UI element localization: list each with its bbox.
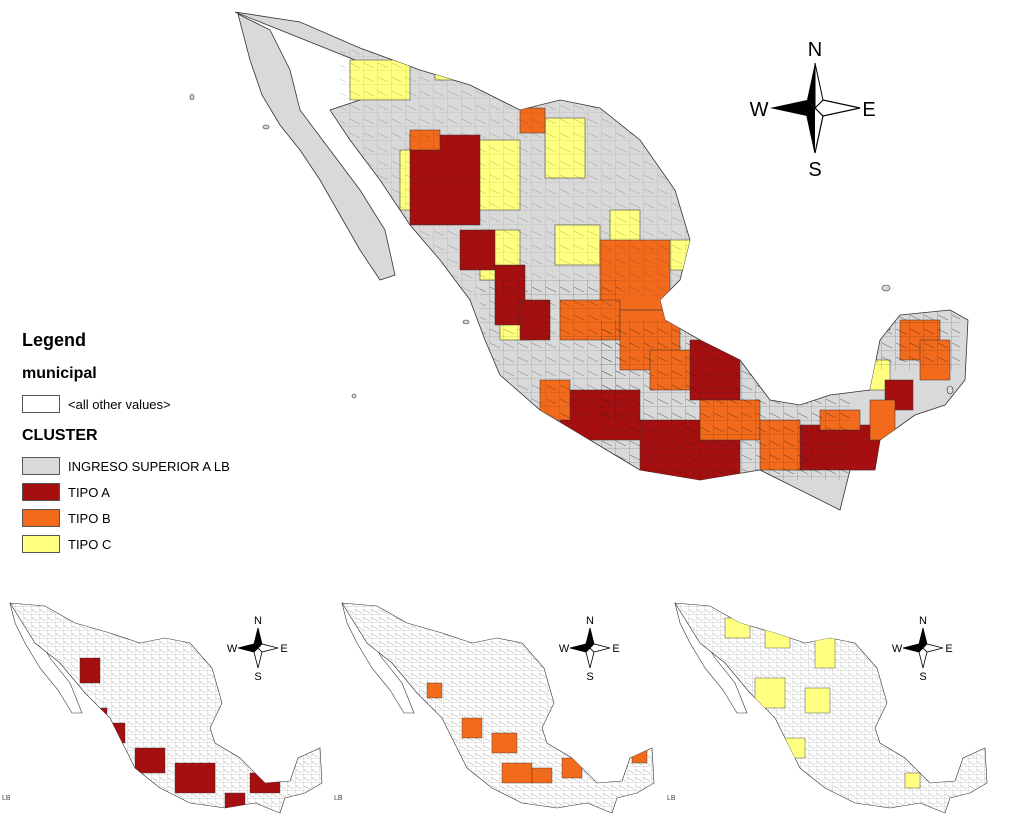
cluster-patch: [461, 717, 483, 739]
legend-layer-name: municipal: [22, 365, 97, 382]
legend: Legend municipal <all other values> CLUS…: [22, 330, 342, 557]
corner-label: LB: [667, 795, 676, 802]
cluster-patch: [754, 677, 786, 709]
cluster-patch: [91, 707, 108, 729]
islands: [189, 93, 954, 399]
corner-label: LB: [334, 795, 343, 802]
legend-swatch: [22, 509, 60, 527]
compass-n: N: [808, 39, 822, 61]
compass-n: N: [254, 615, 262, 627]
legend-label: TIPO A: [68, 484, 110, 500]
compass-e: E: [862, 99, 875, 121]
legend-label: TIPO C: [68, 536, 112, 552]
cluster-patch: [904, 772, 921, 789]
compass-w: W: [559, 643, 570, 655]
legend-swatch: [22, 457, 60, 475]
cluster-patch: [134, 747, 166, 774]
compass-n: N: [919, 615, 927, 627]
small-map-1: N S E W LB: [2, 602, 323, 814]
legend-label-other: <all other values>: [68, 396, 171, 412]
compass-w: W: [750, 99, 769, 121]
legend-swatch-other: [22, 395, 60, 413]
cluster-patch: [174, 762, 216, 794]
legend-swatch: [22, 535, 60, 553]
small-map-3: N S E W LB: [667, 602, 988, 814]
cluster-patch: [501, 762, 533, 784]
compass-n: N: [586, 615, 594, 627]
cluster-patch: [631, 747, 648, 764]
legend-title: Legend: [22, 330, 87, 350]
compass-e: E: [945, 643, 952, 655]
compass-rose: N S E W: [227, 615, 288, 683]
compass-w: W: [892, 643, 903, 655]
cluster-patch: [784, 737, 806, 759]
compass-s: S: [808, 159, 821, 181]
legend-swatch: [22, 483, 60, 501]
cluster-patch: [249, 772, 281, 794]
legend-row-3: TIPO C: [22, 531, 342, 557]
legend-label: TIPO B: [68, 510, 111, 526]
cluster-patch: [79, 657, 101, 684]
small-map-2: N S E W LB: [334, 602, 655, 814]
compass-s: S: [586, 671, 593, 683]
compass-rose: N S E W: [750, 39, 876, 181]
cluster-patch: [531, 767, 553, 784]
compass-s: S: [254, 671, 261, 683]
cluster-patch: [109, 722, 126, 744]
cluster-patch: [724, 617, 751, 639]
legend-row-other: <all other values>: [22, 391, 342, 417]
compass-s: S: [919, 671, 926, 683]
baja-peninsula: [237, 13, 396, 281]
compass-w: W: [227, 643, 238, 655]
corner-label: LB: [2, 795, 11, 802]
cluster-patch: [804, 687, 831, 714]
legend-row-2: TIPO B: [22, 505, 342, 531]
compass-e: E: [280, 643, 287, 655]
main-map: N S E W: [189, 11, 969, 511]
legend-row-1: TIPO A: [22, 479, 342, 505]
compass-e: E: [612, 643, 619, 655]
compass-rose: N S E W: [892, 615, 953, 683]
cluster-patch: [491, 732, 518, 754]
cluster-patch: [426, 682, 443, 699]
legend-cluster-title: CLUSTER: [22, 427, 98, 444]
mainland-municipalities: [234, 11, 969, 511]
cluster-patch: [561, 757, 583, 779]
cluster-patch: [814, 637, 836, 669]
legend-row-0: INGRESO SUPERIOR A LB: [22, 453, 342, 479]
cluster-patch: [224, 792, 246, 809]
legend-label: INGRESO SUPERIOR A LB: [68, 458, 230, 474]
compass-rose: N S E W: [559, 615, 620, 683]
